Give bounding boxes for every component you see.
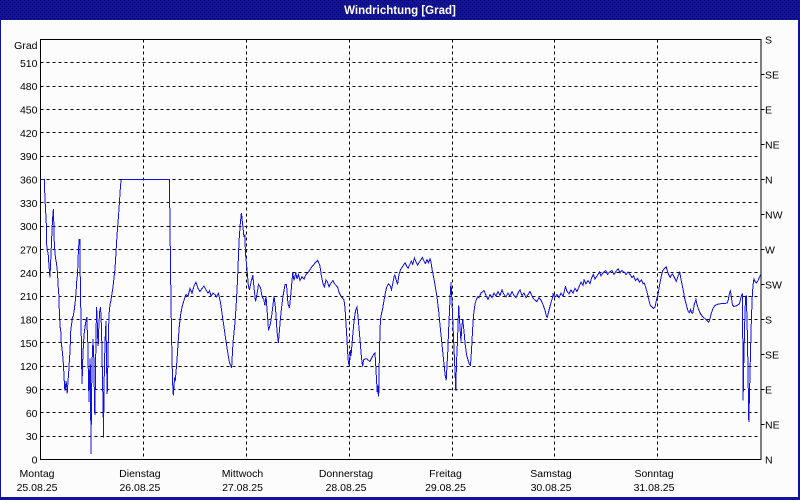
svg-text:Windrichtung [Grad]: Windrichtung [Grad] bbox=[344, 5, 456, 17]
svg-text:0: 0 bbox=[32, 455, 38, 467]
svg-text:Mittwoch: Mittwoch bbox=[222, 468, 264, 480]
svg-text:31.08.25: 31.08.25 bbox=[634, 482, 675, 494]
svg-text:W: W bbox=[765, 245, 775, 257]
svg-text:480: 480 bbox=[20, 81, 38, 93]
svg-text:NW: NW bbox=[765, 210, 783, 222]
svg-text:180: 180 bbox=[20, 315, 38, 327]
svg-text:SE: SE bbox=[765, 70, 779, 82]
svg-text:450: 450 bbox=[20, 105, 38, 117]
svg-text:Montag: Montag bbox=[19, 468, 54, 480]
svg-text:210: 210 bbox=[20, 291, 38, 303]
svg-text:SW: SW bbox=[765, 280, 782, 292]
svg-text:390: 390 bbox=[20, 151, 38, 163]
svg-text:150: 150 bbox=[20, 338, 38, 350]
svg-text:NE: NE bbox=[765, 140, 780, 152]
svg-text:28.08.25: 28.08.25 bbox=[326, 482, 367, 494]
svg-text:S: S bbox=[765, 35, 772, 47]
svg-text:60: 60 bbox=[26, 408, 38, 420]
svg-text:S: S bbox=[765, 315, 772, 327]
svg-text:26.08.25: 26.08.25 bbox=[119, 482, 160, 494]
svg-text:Donnerstag: Donnerstag bbox=[319, 468, 373, 480]
svg-text:330: 330 bbox=[20, 198, 38, 210]
svg-text:240: 240 bbox=[20, 268, 38, 280]
svg-text:25.08.25: 25.08.25 bbox=[17, 482, 58, 494]
svg-text:SE: SE bbox=[765, 350, 779, 362]
svg-text:Grad: Grad bbox=[14, 40, 38, 52]
svg-text:30: 30 bbox=[26, 431, 38, 443]
svg-text:420: 420 bbox=[20, 128, 38, 140]
svg-text:Samstag: Samstag bbox=[530, 468, 572, 480]
svg-text:300: 300 bbox=[20, 221, 38, 233]
svg-text:E: E bbox=[765, 105, 772, 117]
svg-text:N: N bbox=[765, 175, 773, 187]
svg-text:N: N bbox=[765, 455, 773, 467]
svg-text:360: 360 bbox=[20, 175, 38, 187]
svg-text:90: 90 bbox=[26, 385, 38, 397]
svg-text:E: E bbox=[765, 385, 772, 397]
svg-text:NE: NE bbox=[765, 420, 780, 432]
svg-text:30.08.25: 30.08.25 bbox=[531, 482, 572, 494]
svg-text:27.08.25: 27.08.25 bbox=[222, 482, 263, 494]
svg-text:510: 510 bbox=[20, 58, 38, 70]
svg-text:29.08.25: 29.08.25 bbox=[425, 482, 466, 494]
svg-text:Freitag: Freitag bbox=[429, 468, 462, 480]
svg-text:120: 120 bbox=[20, 361, 38, 373]
svg-text:Dienstag: Dienstag bbox=[119, 468, 161, 480]
svg-text:270: 270 bbox=[20, 245, 38, 257]
svg-text:Sonntag: Sonntag bbox=[634, 468, 673, 480]
